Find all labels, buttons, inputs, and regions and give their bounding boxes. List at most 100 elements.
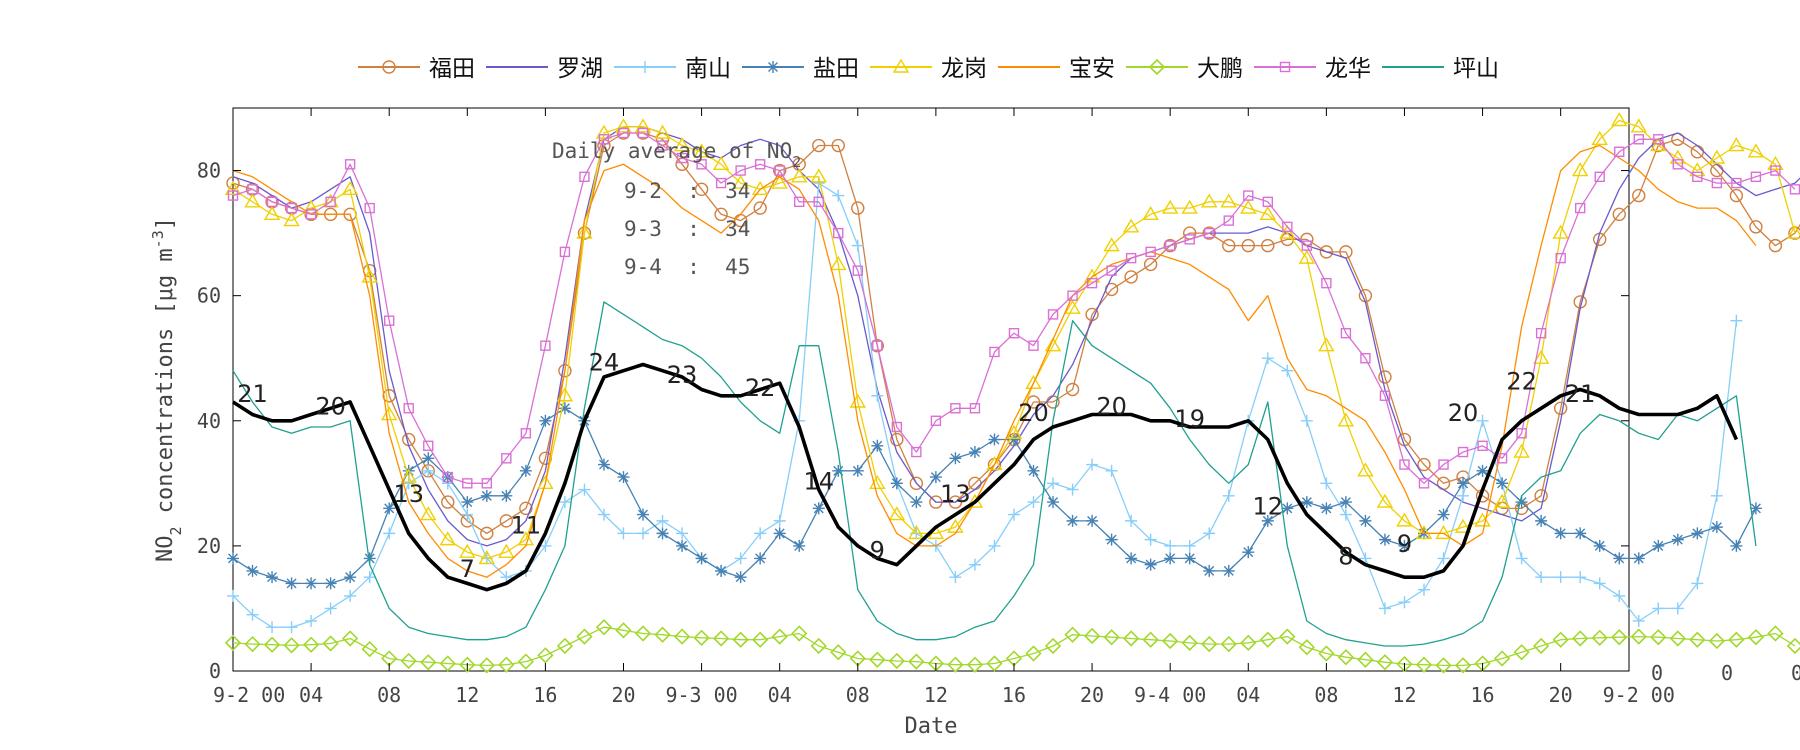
legend-item: 罗湖 [486,56,603,82]
data-point [1220,635,1237,653]
data-point [1437,508,1450,521]
data-point [637,127,649,139]
annotation-line: 9-4 : 45 [624,255,750,279]
y-axis-label-part: 2 [167,526,185,535]
data-point [1591,629,1608,646]
data-point [908,653,925,670]
data-point [1378,370,1392,384]
data-point [519,501,533,516]
data-point [676,539,689,552]
data-point [790,168,808,183]
data-point [1554,527,1567,540]
data-point [1574,527,1587,540]
data-point [1320,502,1333,515]
data-point [656,514,669,527]
data-point [1340,328,1352,339]
data-point [1142,205,1159,221]
data-point [1359,552,1372,565]
data-point [1415,656,1433,673]
data-point [1496,477,1509,490]
data-point [1571,162,1589,177]
series-line [232,182,1738,628]
data-point [1749,502,1762,515]
data-point [1025,374,1042,389]
data-point [693,143,710,158]
data-point [1533,637,1550,655]
data-point [1574,202,1586,214]
data-point [715,177,727,189]
x-tick-label: 04 [1236,683,1260,707]
x-tick-label: 12 [924,683,948,707]
data-point [1242,546,1255,559]
data-point [461,508,474,521]
series-2 [232,126,1800,547]
data-point [520,428,532,439]
legend-marker [892,58,910,73]
data-point [1201,635,1218,653]
x-tick-label: 9-2 00 [1603,683,1675,707]
data-point [1496,453,1508,464]
x-axis-label: Date [905,714,958,739]
data-point [1220,193,1237,208]
data-point [1711,177,1723,189]
data-point [501,453,512,464]
data-point [1555,252,1566,264]
data-point [888,506,906,521]
legend-marker [382,60,396,74]
mean-label: 9 [1397,530,1412,558]
data-point [830,255,847,271]
data-point [1613,589,1626,602]
data-point [1181,199,1198,214]
data-point [852,265,863,276]
x-tick-label: 16 [1471,683,1495,707]
data-point [1203,527,1216,540]
data-point [617,471,630,484]
data-point [1183,539,1196,552]
x-tick-label: 08 [1314,683,1338,707]
data-point [263,636,281,653]
data-point [1005,424,1023,439]
data-point [1516,428,1527,439]
data-point [1710,489,1723,502]
data-point [364,202,375,214]
series-9 [232,301,1757,647]
data-point [1692,171,1703,183]
data-point [1203,564,1216,577]
data-point [558,496,571,509]
data-point [1613,552,1626,565]
legend-label: 龙岗 [941,56,987,82]
annotation-line: 9-3 : 34 [624,217,750,241]
y-axis-label-part: concentrations [ [153,301,178,526]
data-point [597,458,610,471]
data-point [302,199,320,214]
data-point [1572,630,1589,647]
data-point [1144,533,1157,546]
data-point [810,637,827,655]
data-point [1240,634,1257,651]
y-tick-label: 80 [197,159,221,183]
data-point [1747,143,1765,158]
data-point [968,558,981,571]
data-point [1747,629,1765,646]
data-point [1066,483,1079,496]
data-point [1515,496,1528,509]
data-point [540,340,551,351]
data-point [578,483,591,496]
data-point [989,346,1000,358]
data-point [1164,240,1176,251]
annotation-title-main: Daily average of NO [552,139,792,163]
data-point [1379,390,1391,401]
data-point [481,478,493,489]
data-point [1125,514,1138,527]
data-point [1376,654,1394,671]
data-point [1007,433,1020,446]
mean-label: 13 [393,480,424,508]
series-line [232,132,1796,484]
data-point [1476,414,1489,427]
mean-label: 24 [589,349,620,377]
data-point [890,432,904,447]
data-point [872,340,883,351]
data-point [402,477,415,490]
legend-label: 南山 [685,56,731,82]
data-point [1417,457,1431,472]
